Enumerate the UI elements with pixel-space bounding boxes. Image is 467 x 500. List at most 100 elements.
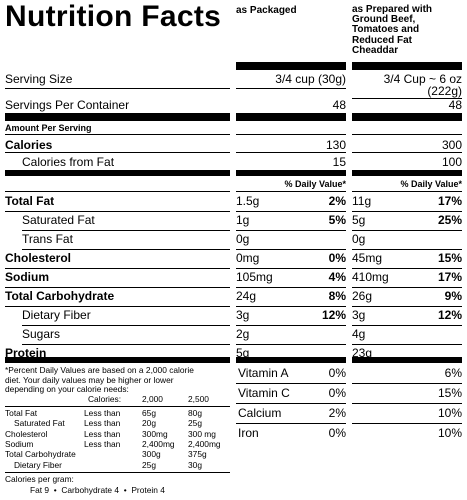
ref-value-2000: 2,400mg — [142, 438, 175, 449]
nutrient-label: Cholesterol — [5, 251, 72, 265]
nutrient-amount-packaged: 0mg — [236, 251, 260, 265]
divider — [236, 344, 346, 345]
header-bar-packaged — [236, 62, 346, 70]
ref-calories-2000: 2,000 — [142, 394, 163, 404]
divider — [352, 344, 462, 345]
ref-nutrient: Sodium — [5, 438, 34, 449]
thick-bar — [5, 170, 230, 176]
divider — [352, 383, 462, 384]
vitamin-label: Calcium — [238, 406, 282, 420]
servings-prepared: 48 — [448, 98, 462, 112]
vitamin-packaged: 0% — [328, 426, 346, 440]
vitamin-prepared: 10% — [437, 406, 462, 420]
nutrient-dv-prepared: 12% — [437, 308, 462, 322]
ref-value-2500: 25g — [188, 418, 202, 429]
divider — [352, 423, 462, 424]
nutrient-amount-packaged: 1.5g — [236, 194, 260, 208]
divider — [22, 230, 230, 231]
calories-fat-prepared: 100 — [441, 155, 462, 169]
nutrient-amount-packaged: 5g — [236, 346, 250, 360]
divider — [5, 152, 230, 153]
divider — [352, 230, 462, 231]
vitamin-packaged: 0% — [328, 386, 346, 400]
ref-value-2000: 25g — [142, 459, 156, 470]
vitamin-prepared: 10% — [437, 426, 462, 440]
servings-packaged: 48 — [332, 98, 346, 112]
nutrient-amount-prepared: 45mg — [352, 251, 383, 265]
ref-value-2500: 300 mg — [188, 428, 216, 439]
divider — [236, 403, 346, 404]
calories-prepared: 300 — [441, 138, 462, 152]
divider — [352, 306, 462, 307]
vitamin-packaged: 2% — [328, 406, 346, 420]
nutrient-label: Sugars — [22, 327, 61, 341]
divider — [236, 230, 346, 231]
divider — [352, 268, 462, 269]
per-gram-values: Fat 9 • Carbohydrate 4 • Protein 4 — [30, 485, 165, 495]
nutrient-amount-prepared: 0g — [352, 232, 366, 246]
nutrient-amount-packaged: 0g — [236, 232, 250, 246]
divider — [352, 211, 462, 212]
nutrient-dv-packaged: 0% — [328, 251, 346, 265]
divider — [352, 191, 462, 192]
divider — [236, 383, 346, 384]
thick-bar — [352, 113, 462, 121]
divider — [352, 287, 462, 288]
ref-nutrient: Saturated Fat — [14, 418, 65, 429]
vitamin-prepared: 6% — [444, 366, 462, 380]
nutrient-amount-prepared: 26g — [352, 289, 373, 303]
divider — [236, 325, 346, 326]
divider — [352, 98, 462, 99]
ref-nutrient: Cholesterol — [5, 428, 48, 439]
ref-value-2500: 2,400mg — [188, 438, 221, 449]
divider — [236, 423, 346, 424]
nutrient-amount-prepared: 4g — [352, 327, 366, 341]
nutrient-dv-packaged: 4% — [328, 270, 346, 284]
divider — [352, 152, 462, 153]
nutrient-dv-prepared: 9% — [444, 289, 462, 303]
divider — [236, 191, 346, 192]
vitamin-label: Vitamin C — [238, 386, 290, 400]
nutrient-amount-prepared: 410mg — [352, 270, 389, 284]
thick-bar — [236, 113, 346, 121]
amount-per-serving: Amount Per Serving — [5, 123, 92, 133]
ref-value-2000: 20g — [142, 418, 156, 429]
divider — [236, 306, 346, 307]
divider — [5, 88, 230, 89]
thick-bar — [236, 357, 346, 363]
nutrient-label: Protein — [5, 346, 47, 360]
ref-calories-2500: 2,500 — [188, 394, 209, 404]
nutrient-label: Saturated Fat — [22, 213, 95, 227]
footnote: *Percent Daily Values are based on a 2,0… — [5, 365, 194, 395]
servings-label: Servings Per Container — [5, 98, 130, 112]
calories-label: Calories — [5, 138, 53, 152]
ref-calories-label: Calories: — [88, 394, 122, 404]
calories-fat-label: Calories from Fat — [22, 155, 115, 169]
divider — [352, 403, 462, 404]
divider — [352, 249, 462, 250]
divider — [236, 249, 346, 250]
nutrient-dv-packaged: 8% — [328, 289, 346, 303]
ref-nutrient: Dietary Fiber — [14, 459, 62, 470]
nutrient-amount-prepared: 3g — [352, 308, 366, 322]
divider — [22, 325, 230, 326]
ref-qualifier: Less than — [84, 438, 121, 449]
column-header-prepared: as Prepared with Ground Beef, Tomatoes a… — [352, 4, 433, 56]
dv-header-packaged: % Daily Value* — [284, 179, 346, 189]
divider — [5, 287, 230, 288]
nutrient-dv-packaged: 12% — [321, 308, 346, 322]
column-header-packaged: as Packaged — [236, 5, 297, 16]
ref-value-2500: 375g — [188, 449, 207, 460]
nutrient-amount-prepared: 11g — [352, 194, 372, 208]
ref-nutrient: Total Fat — [5, 408, 38, 418]
divider — [352, 134, 462, 135]
vitamin-label: Iron — [238, 426, 259, 440]
ref-qualifier: Less than — [84, 428, 121, 439]
divider — [236, 134, 346, 135]
divider — [5, 306, 230, 307]
calories-packaged: 130 — [325, 138, 346, 152]
divider — [352, 325, 462, 326]
nutrient-dv-prepared: 25% — [437, 213, 462, 227]
ref-qualifier: Less than — [84, 408, 121, 418]
divider — [236, 287, 346, 288]
